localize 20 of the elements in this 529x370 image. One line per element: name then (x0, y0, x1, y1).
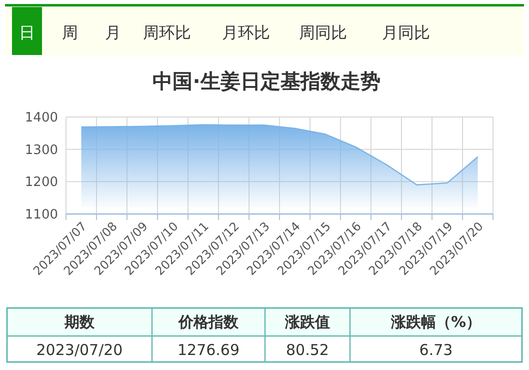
text: 月环比 (222, 23, 270, 42)
y-tick-label: 1300 (24, 142, 58, 158)
text: 期数 (64, 313, 96, 331)
text: 日 (19, 23, 35, 42)
text: 周 (62, 23, 78, 42)
text: 周同比 (299, 23, 347, 42)
y-tick-label: 1400 (24, 110, 58, 126)
text: 6.73 (419, 341, 453, 359)
text: 价格指数 (178, 313, 240, 331)
text: 1276.69 (177, 341, 240, 359)
chart-title: 中国·生姜日定基指数走势 (152, 69, 380, 93)
text: 涨跌值 (284, 313, 330, 331)
text: 周环比 (143, 23, 191, 42)
text: 月 (105, 23, 121, 42)
text: 80.52 (286, 341, 329, 359)
y-tick-label: 1200 (24, 175, 58, 190)
y-tick-label: 1100 (24, 208, 58, 223)
text: 涨跌幅（%） (390, 313, 482, 331)
text: 2023/07/20 (36, 341, 123, 359)
text: 月同比 (382, 23, 430, 42)
